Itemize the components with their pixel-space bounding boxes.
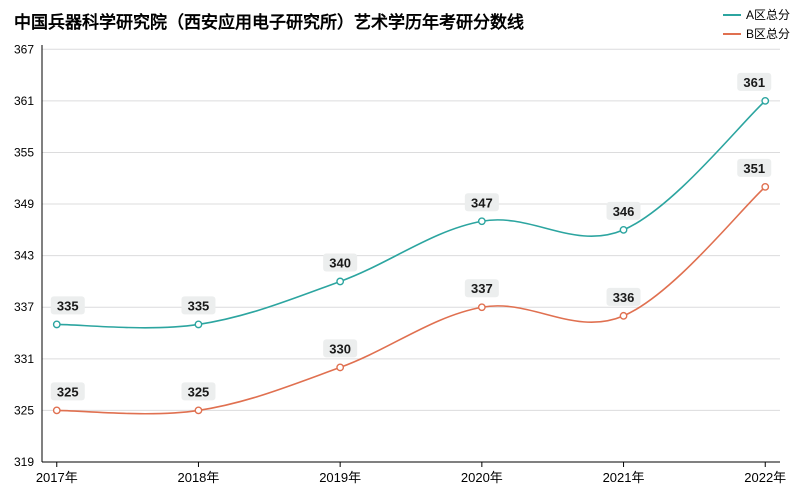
svg-text:2021年: 2021年: [603, 470, 645, 485]
svg-text:355: 355: [14, 145, 34, 159]
svg-text:337: 337: [14, 300, 34, 314]
svg-text:335: 335: [188, 298, 210, 313]
legend-swatch-a: [723, 14, 741, 16]
legend-label-b: B区总分: [746, 25, 790, 42]
svg-text:337: 337: [471, 281, 493, 296]
svg-text:347: 347: [471, 195, 493, 210]
svg-text:325: 325: [14, 403, 34, 417]
svg-text:330: 330: [329, 341, 351, 356]
svg-text:2020年: 2020年: [461, 470, 503, 485]
svg-text:361: 361: [14, 94, 34, 108]
svg-text:331: 331: [14, 352, 34, 366]
svg-text:343: 343: [14, 249, 34, 263]
svg-text:346: 346: [613, 204, 635, 219]
legend: A区总分 B区总分: [723, 6, 790, 44]
svg-text:367: 367: [14, 42, 34, 56]
svg-text:336: 336: [613, 290, 635, 305]
svg-text:2017年: 2017年: [36, 470, 78, 485]
svg-text:351: 351: [743, 161, 765, 176]
svg-text:2022年: 2022年: [744, 470, 786, 485]
svg-text:325: 325: [57, 384, 79, 399]
svg-text:319: 319: [14, 455, 34, 469]
legend-item-b: B区总分: [723, 25, 790, 42]
legend-label-a: A区总分: [746, 6, 790, 23]
svg-text:2018年: 2018年: [177, 470, 219, 485]
svg-text:340: 340: [329, 255, 351, 270]
plot-area: 3193253313373433493553613672017年2018年201…: [42, 45, 780, 462]
svg-text:361: 361: [743, 75, 765, 90]
svg-text:335: 335: [57, 298, 79, 313]
chart-svg: 3193253313373433493553613672017年2018年201…: [42, 45, 780, 462]
chart-title: 中国兵器科学研究院（西安应用电子研究所）艺术学历年考研分数线: [14, 8, 524, 33]
legend-swatch-b: [723, 33, 741, 35]
svg-text:325: 325: [188, 384, 210, 399]
chart-container: 中国兵器科学研究院（西安应用电子研究所）艺术学历年考研分数线 A区总分 B区总分…: [0, 0, 800, 500]
svg-text:349: 349: [14, 197, 34, 211]
legend-item-a: A区总分: [723, 6, 790, 23]
svg-text:2019年: 2019年: [319, 470, 361, 485]
